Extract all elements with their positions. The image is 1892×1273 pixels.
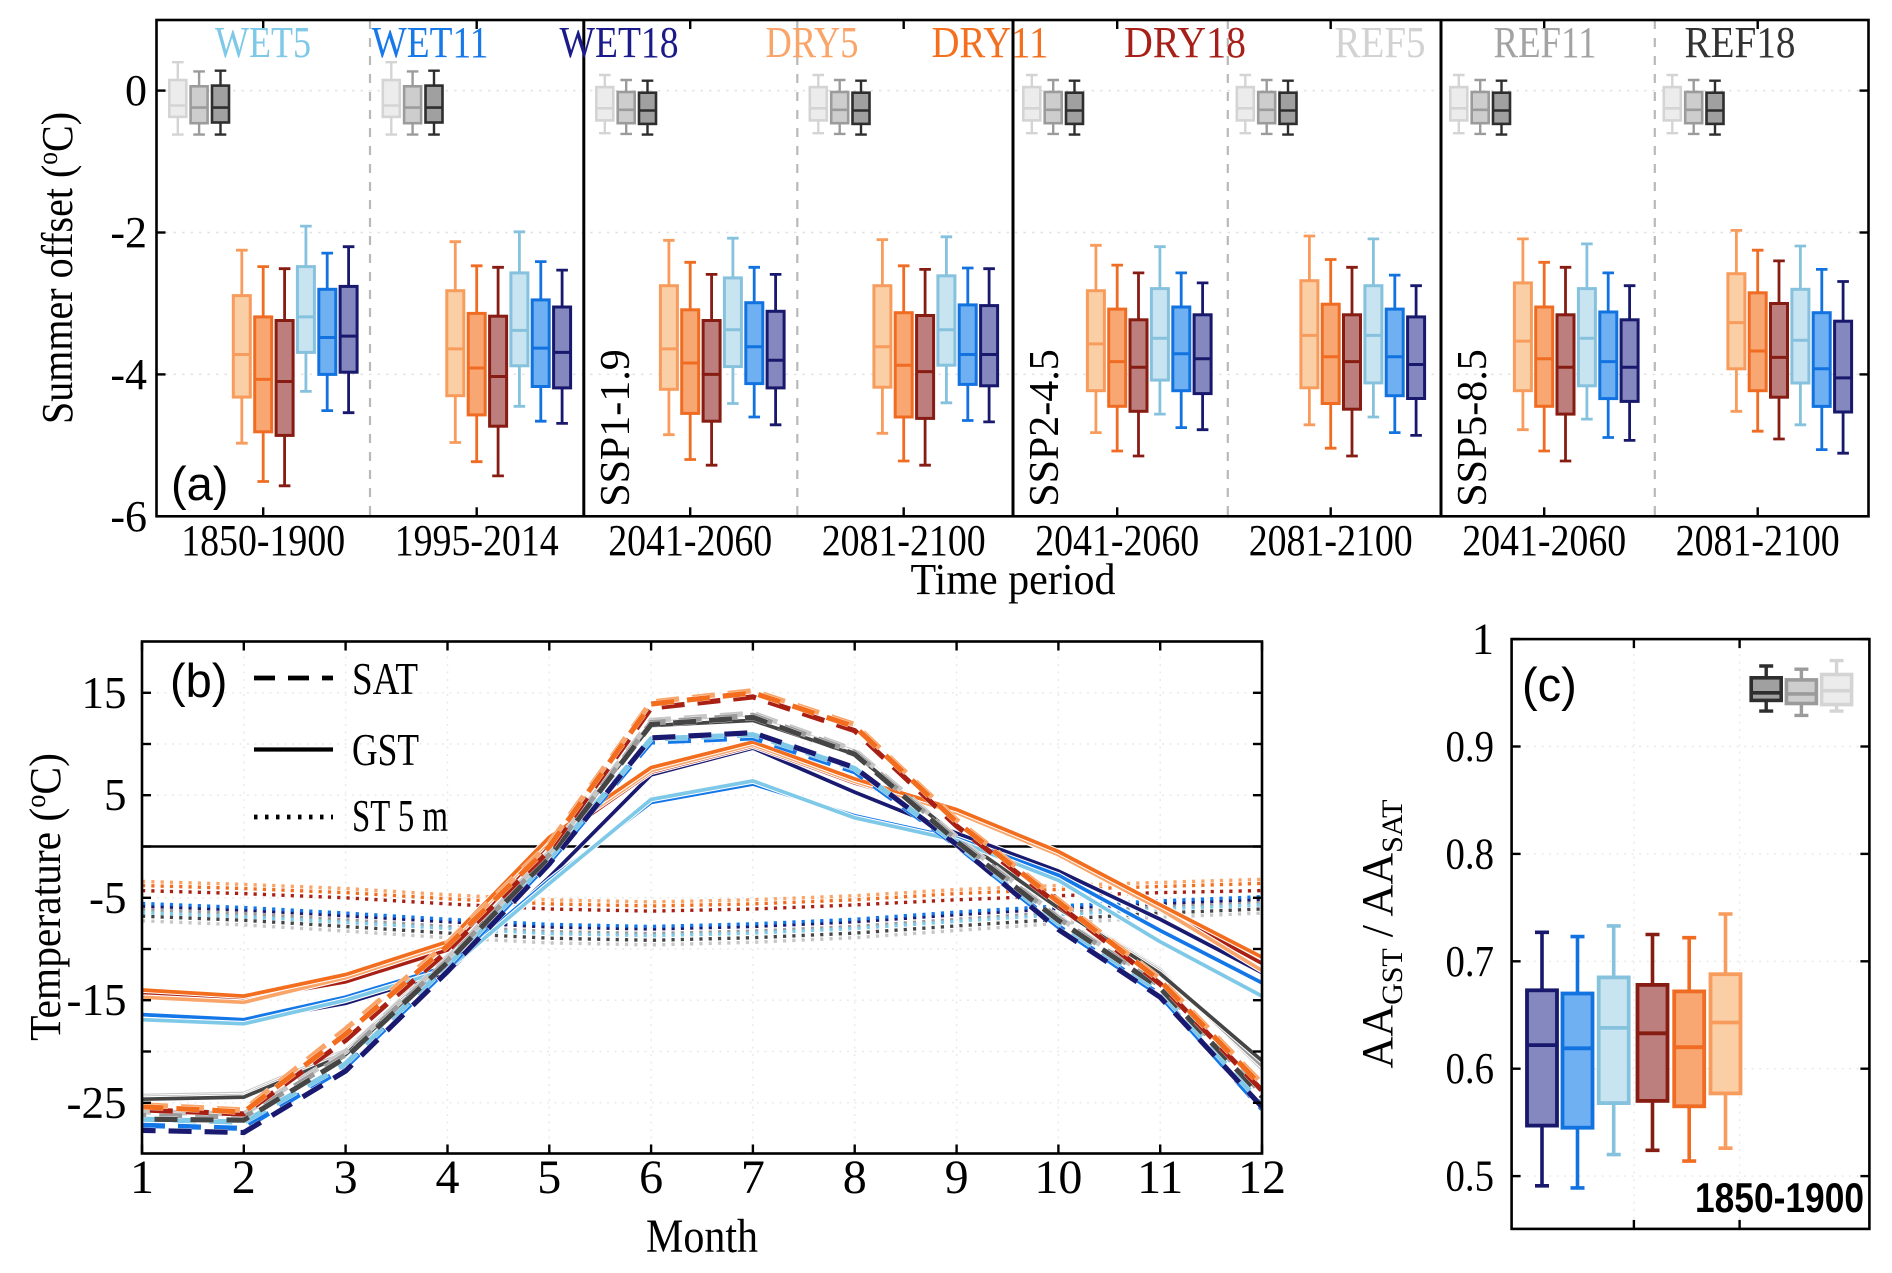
- svg-text:Month: Month: [646, 1210, 758, 1263]
- svg-text:(b): (b): [170, 654, 227, 707]
- svg-text:SAT: SAT: [352, 653, 418, 704]
- svg-text:GST: GST: [352, 724, 419, 775]
- svg-text:DRY11: DRY11: [932, 18, 1049, 67]
- svg-text:2041-2060: 2041-2060: [608, 516, 772, 565]
- svg-text:5: 5: [104, 770, 127, 820]
- svg-text:15: 15: [82, 668, 127, 718]
- svg-text:9: 9: [945, 1151, 969, 1204]
- svg-text:REF5: REF5: [1335, 18, 1426, 67]
- svg-text:1: 1: [130, 1151, 154, 1204]
- svg-text:(a): (a): [171, 457, 228, 510]
- svg-text:10: 10: [1034, 1151, 1082, 1204]
- svg-text:4: 4: [436, 1151, 460, 1204]
- svg-text:2081-2100: 2081-2100: [1249, 516, 1413, 565]
- svg-text:0.8: 0.8: [1446, 828, 1495, 878]
- svg-text:6: 6: [639, 1151, 663, 1204]
- svg-text:REF18: REF18: [1685, 18, 1796, 67]
- svg-text:WET11: WET11: [372, 18, 489, 67]
- svg-text:2041-2060: 2041-2060: [1035, 516, 1199, 565]
- svg-text:SSP5-8.5: SSP5-8.5: [1450, 349, 1496, 507]
- svg-text:2081-2100: 2081-2100: [822, 516, 986, 565]
- svg-text:0.6: 0.6: [1446, 1043, 1495, 1093]
- svg-text:0: 0: [125, 66, 147, 115]
- svg-text:SSP2-4.5: SSP2-4.5: [1022, 349, 1068, 507]
- svg-text:1: 1: [1472, 614, 1494, 664]
- svg-text:ST 5 m: ST 5 m: [352, 790, 448, 841]
- svg-text:-5: -5: [89, 873, 127, 923]
- svg-text:8: 8: [843, 1151, 867, 1204]
- svg-text:2: 2: [232, 1151, 256, 1204]
- svg-text:Time period: Time period: [911, 555, 1116, 604]
- svg-text:1850-1900: 1850-1900: [1695, 1174, 1864, 1221]
- svg-text:-25: -25: [67, 1078, 127, 1128]
- svg-text:1995-2014: 1995-2014: [395, 516, 559, 565]
- svg-text:DRY18: DRY18: [1124, 18, 1246, 67]
- svg-text:7: 7: [741, 1151, 765, 1204]
- svg-text:5: 5: [537, 1151, 561, 1204]
- svg-text:-2: -2: [110, 208, 147, 257]
- svg-text:WET5: WET5: [215, 18, 311, 67]
- svg-text:12: 12: [1238, 1151, 1286, 1204]
- svg-text:11: 11: [1137, 1151, 1183, 1204]
- svg-text:(c): (c): [1522, 658, 1577, 711]
- svg-text:2041-2060: 2041-2060: [1462, 516, 1626, 565]
- svg-text:0.9: 0.9: [1446, 721, 1495, 771]
- svg-text:SSP1-1.9: SSP1-1.9: [593, 349, 639, 507]
- svg-text:REF11: REF11: [1494, 18, 1597, 67]
- svg-text:WET18: WET18: [560, 18, 679, 67]
- svg-text:2081-2100: 2081-2100: [1676, 516, 1840, 565]
- svg-text:DRY5: DRY5: [766, 18, 859, 67]
- svg-text:-15: -15: [67, 975, 127, 1025]
- svg-text:-6: -6: [110, 492, 147, 541]
- svg-text:1850-1900: 1850-1900: [181, 516, 345, 565]
- svg-text:0.5: 0.5: [1446, 1151, 1495, 1201]
- svg-text:0.7: 0.7: [1446, 936, 1495, 986]
- svg-text:3: 3: [334, 1151, 358, 1204]
- svg-text:-4: -4: [110, 350, 147, 399]
